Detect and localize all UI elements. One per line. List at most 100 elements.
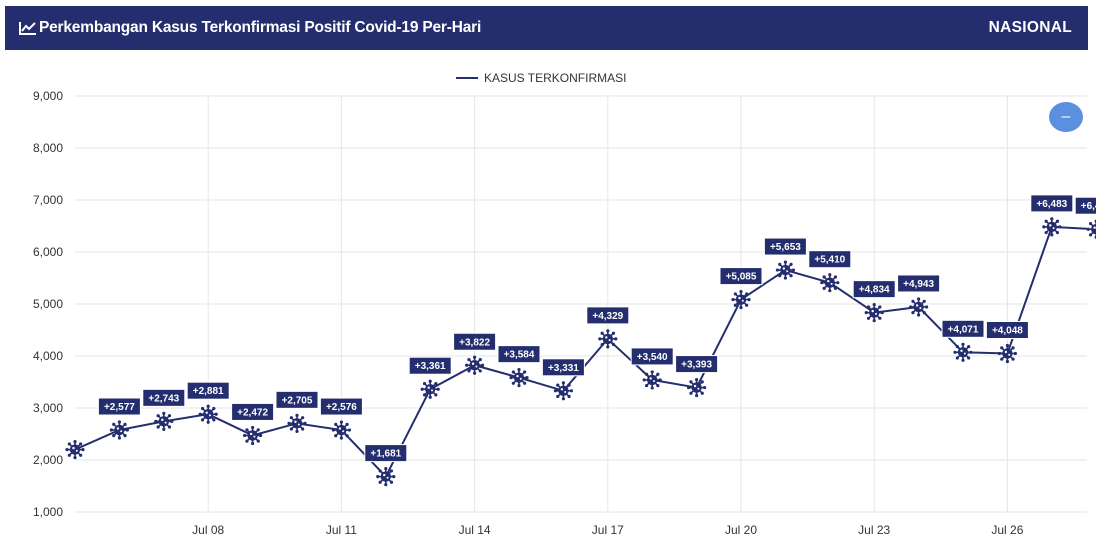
- virus-spike-tip: [866, 305, 871, 309]
- virus-dot: [164, 421, 167, 424]
- virus-spike-tip: [251, 425, 255, 430]
- data-point: [420, 379, 440, 399]
- virus-spike-tip: [600, 342, 604, 347]
- virus-dot: [516, 374, 519, 378]
- y-tick-label: 3,000: [33, 401, 63, 415]
- virus-spike-tip: [154, 419, 158, 423]
- virus-icon: [158, 416, 169, 427]
- x-tick-label: Jul 11: [326, 523, 357, 537]
- data-label-box: [985, 321, 1029, 340]
- virus-spike-tip: [997, 351, 1001, 356]
- virus-spike-tip: [245, 439, 249, 443]
- virus-spike-tip: [953, 350, 957, 354]
- x-tick-label: Jul 26: [991, 523, 1023, 537]
- virus-spike-tip: [783, 260, 787, 264]
- data-label: +3,331: [548, 363, 579, 374]
- virus-dot: [782, 267, 786, 270]
- virus-spike-tip: [170, 419, 174, 423]
- data-label: +3,584: [504, 350, 535, 361]
- virus-spike-tip: [687, 385, 691, 390]
- virus-spike-tip: [822, 286, 826, 290]
- chart-header: Perkembangan Kasus Terkonfirmasi Positif…: [5, 6, 1088, 50]
- virus-dot: [431, 389, 433, 392]
- line-chart-icon: [19, 21, 37, 35]
- virus-dot: [693, 384, 697, 388]
- virus-spike-tip: [481, 363, 485, 367]
- virus-dot: [205, 411, 208, 414]
- virus-spike-tip: [658, 378, 662, 382]
- virus-spike-tip: [567, 383, 571, 387]
- virus-spike-tip: [511, 370, 515, 374]
- virus-spike-tip: [345, 422, 349, 426]
- virus-icon: [558, 385, 569, 396]
- virus-spike-tip: [828, 273, 832, 277]
- virus-dot: [427, 386, 430, 389]
- data-label-box: [897, 274, 941, 293]
- virus-spike-tip: [650, 370, 654, 374]
- virus-spike-tip: [598, 337, 602, 341]
- virus-spike-tip: [67, 453, 71, 457]
- data-label: +4,048: [992, 326, 1023, 337]
- virus-spike-tip: [301, 427, 305, 431]
- virus-spike-tip: [1000, 346, 1004, 350]
- virus-spike-tip: [206, 420, 210, 424]
- virus-dot: [120, 430, 123, 433]
- virus-spike-tip: [703, 385, 707, 390]
- virus-dot: [649, 377, 652, 380]
- virus-spike-tip: [731, 297, 735, 302]
- virus-spike-tip: [73, 440, 77, 444]
- data-label: +3,540: [637, 352, 668, 363]
- data-point: [287, 413, 307, 433]
- virus-spike-tip: [389, 480, 394, 484]
- virus-icon: [114, 424, 125, 436]
- virus-spike-tip: [123, 422, 127, 426]
- virus-spike-tip: [117, 420, 121, 424]
- virus-spike-tip: [689, 391, 693, 395]
- virus-spike-tip: [961, 358, 965, 362]
- virus-dot: [342, 430, 345, 433]
- virus-spike-tip: [644, 383, 649, 388]
- virus-spike-tip: [200, 418, 205, 422]
- virus-spike-tip: [1042, 225, 1046, 229]
- chart-title: Perkembangan Kasus Terkonfirmasi Positif…: [39, 19, 482, 36]
- virus-dot: [605, 336, 608, 339]
- x-tick-label: Jul 20: [725, 523, 757, 537]
- data-label: +1,681: [370, 449, 401, 460]
- line-chart: 1,000 2,000 3,000 4,000 5,000 6,000 7,000 8,000…: [33, 71, 1096, 537]
- data-point: [243, 425, 263, 446]
- data-point: [909, 297, 929, 317]
- virus-spike-tip: [650, 386, 654, 390]
- virus-icon: [735, 294, 747, 305]
- virus-spike-tip: [833, 275, 838, 279]
- data-point: [997, 343, 1017, 364]
- virus-dot: [471, 362, 475, 365]
- data-label-box: [1074, 196, 1096, 215]
- virus-spike-tip: [1058, 225, 1062, 229]
- virus-spike-tip: [778, 274, 782, 278]
- data-label-box: [719, 267, 763, 286]
- data-label-box: [231, 402, 275, 421]
- y-tick-label: 2,000: [33, 453, 63, 467]
- virus-spike-tip: [614, 337, 618, 341]
- virus-spike-tip: [911, 311, 915, 315]
- virus-spike-tip: [295, 429, 299, 433]
- virus-spike-tip: [465, 363, 469, 367]
- virus-spike-tip: [700, 380, 704, 384]
- virus-spike-tip: [125, 428, 129, 432]
- y-tick-label: 7,000: [33, 193, 63, 207]
- virus-spike-tip: [214, 412, 218, 416]
- virus-spike-tip: [833, 286, 838, 290]
- virus-spike-tip: [789, 262, 793, 266]
- virus-spike-tip: [1088, 221, 1093, 226]
- virus-spike-tip: [123, 434, 127, 438]
- virus-dot: [386, 476, 389, 479]
- data-point: [598, 329, 618, 349]
- zoom-out-button[interactable]: –: [1049, 102, 1083, 132]
- virus-dot: [697, 387, 700, 390]
- data-label-box: [275, 390, 319, 409]
- virus-icon: [247, 430, 258, 441]
- virus-icon: [913, 301, 924, 313]
- virus-spike-tip: [1011, 357, 1015, 361]
- virus-spike-tip: [561, 381, 565, 385]
- virus-spike-tip: [339, 436, 343, 440]
